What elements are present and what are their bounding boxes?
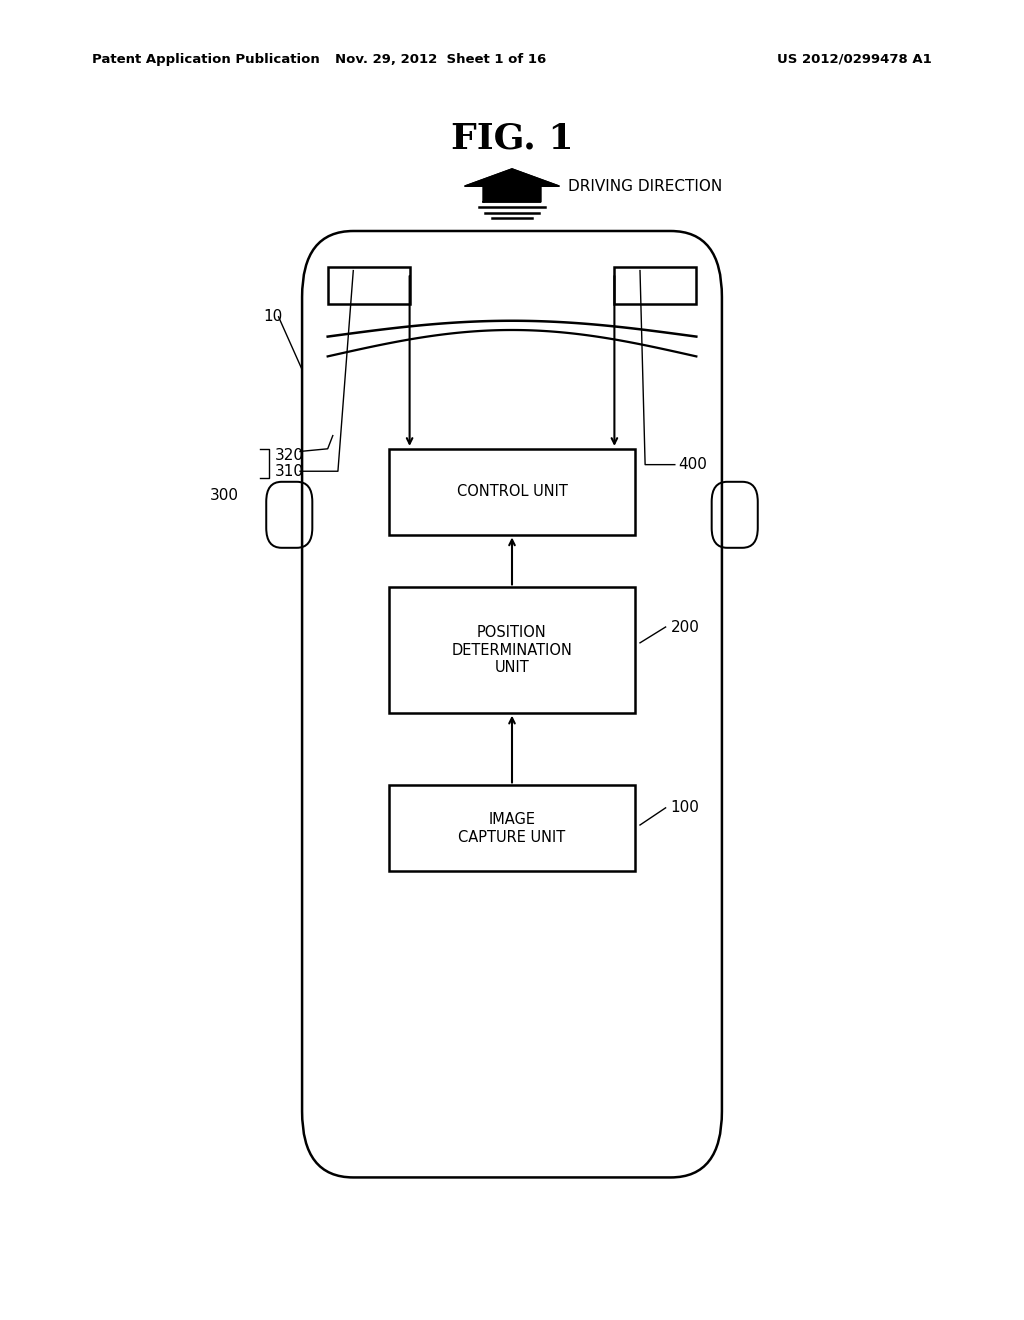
- Text: US 2012/0299478 A1: US 2012/0299478 A1: [777, 53, 932, 66]
- Text: Patent Application Publication: Patent Application Publication: [92, 53, 319, 66]
- Text: 10: 10: [263, 309, 283, 325]
- Bar: [614, 267, 696, 304]
- Text: 300: 300: [210, 487, 239, 503]
- Text: Nov. 29, 2012  Sheet 1 of 16: Nov. 29, 2012 Sheet 1 of 16: [335, 53, 546, 66]
- Text: 310: 310: [274, 463, 303, 479]
- Text: POSITION
DETERMINATION
UNIT: POSITION DETERMINATION UNIT: [452, 626, 572, 675]
- Text: DRIVING DIRECTION: DRIVING DIRECTION: [568, 178, 723, 194]
- Bar: [328, 267, 410, 304]
- Text: IMAGE
CAPTURE UNIT: IMAGE CAPTURE UNIT: [459, 812, 565, 845]
- Text: 200: 200: [671, 619, 699, 635]
- Bar: [389, 449, 635, 535]
- Text: 400: 400: [678, 457, 707, 473]
- Polygon shape: [465, 169, 559, 202]
- Text: 320: 320: [274, 447, 303, 463]
- Text: FIG. 1: FIG. 1: [451, 121, 573, 156]
- Text: CONTROL UNIT: CONTROL UNIT: [457, 484, 567, 499]
- Bar: [389, 785, 635, 871]
- Bar: [389, 587, 635, 713]
- Text: 100: 100: [671, 800, 699, 816]
